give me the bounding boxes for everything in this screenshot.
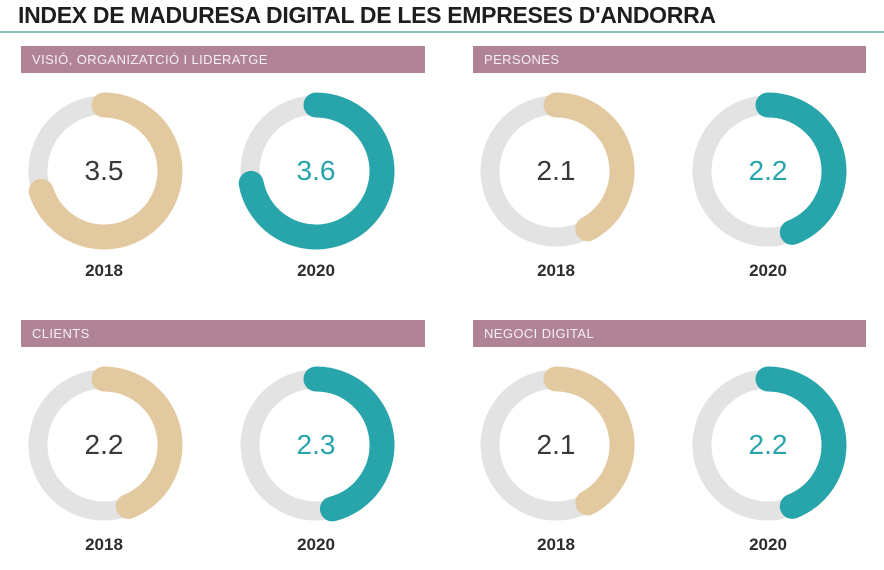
donut-svg <box>480 366 635 521</box>
donut-value-label: 2.2 <box>748 429 788 460</box>
donut-figure-2018: 3.5 2018 <box>21 88 187 281</box>
section-header-label: NEGOCI DIGITAL <box>484 326 595 341</box>
year-label: 2018 <box>85 535 123 554</box>
donut-svg <box>480 92 635 247</box>
donut-value-arc <box>303 366 395 522</box>
donut-chart-2020: 2.2 <box>685 362 851 528</box>
donut-row: 2.1 2018 2.2 2020 <box>473 362 866 555</box>
section-negoci-digital: NEGOCI DIGITAL 2.1 2018 2.2 2020 <box>473 320 866 555</box>
donut-figure-2020: 2.2 2020 <box>685 362 851 555</box>
donut-chart-2018: 2.1 <box>473 362 639 528</box>
donut-svg <box>28 366 183 521</box>
section-persones: PERSONES 2.1 2018 2.2 2020 <box>473 46 866 281</box>
section-header: NEGOCI DIGITAL <box>473 320 866 347</box>
donut-figure-2020: 2.2 2020 <box>685 88 851 281</box>
section-header: VISIÓ, ORGANIZATCIÓ I LIDERATGE <box>21 46 425 73</box>
donut-figure-2020: 2.3 2020 <box>233 362 399 555</box>
donut-value-arc <box>543 366 635 516</box>
year-label: 2018 <box>537 261 575 280</box>
donut-chart-2018: 3.5 <box>21 88 187 254</box>
page-title: INDEX DE MADURESA DIGITAL DE LES EMPRESE… <box>18 2 716 28</box>
section-header: PERSONES <box>473 46 866 73</box>
donut-value-arc <box>238 92 395 250</box>
year-label: 2020 <box>749 261 787 280</box>
section-visio-organizatcio-i-lideratge: VISIÓ, ORGANIZATCIÓ I LIDERATGE 3.5 2018 3.… <box>21 46 425 281</box>
donut-figure-2020: 3.6 2020 <box>233 88 399 281</box>
donut-value-arc <box>91 366 183 519</box>
donut-value-label: 2.2 <box>748 155 788 186</box>
section-header-label: CLIENTS <box>32 326 90 341</box>
year-label: 2018 <box>537 535 575 554</box>
section-header-label: PERSONES <box>484 52 560 67</box>
year-label: 2020 <box>749 535 787 554</box>
donut-svg <box>240 366 395 522</box>
donut-chart-2020: 2.3 <box>233 362 399 528</box>
donut-value-label: 2.2 <box>84 429 124 460</box>
year-label: 2020 <box>297 535 335 554</box>
donut-value-arc <box>755 366 847 519</box>
donut-value-arc <box>543 92 635 242</box>
donut-row: 3.5 2018 3.6 2020 <box>21 88 425 281</box>
year-label: 2018 <box>85 261 123 280</box>
title-divider <box>0 31 884 33</box>
donut-value-label: 3.6 <box>296 155 336 186</box>
donut-figure-2018: 2.1 2018 <box>473 362 639 555</box>
donut-value-arc <box>28 92 183 250</box>
sections-grid: VISIÓ, ORGANIZATCIÓ I LIDERATGE 3.5 2018 3.… <box>18 46 866 555</box>
section-header-label: VISIÓ, ORGANIZATCIÓ I LIDERATGE <box>32 52 268 67</box>
donut-chart-2020: 2.2 <box>685 88 851 254</box>
donut-svg <box>28 92 183 250</box>
year-label: 2020 <box>297 261 335 280</box>
section-clients: CLIENTS 2.2 2018 2.3 2020 <box>21 320 425 555</box>
donut-chart-2018: 2.2 <box>21 362 187 528</box>
section-header: CLIENTS <box>21 320 425 347</box>
donut-row: 2.1 2018 2.2 2020 <box>473 88 866 281</box>
donut-value-label: 2.1 <box>536 155 576 186</box>
donut-svg <box>238 92 395 250</box>
donut-svg <box>692 92 847 247</box>
donut-row: 2.2 2018 2.3 2020 <box>21 362 425 555</box>
donut-value-label: 2.1 <box>536 429 576 460</box>
donut-figure-2018: 2.2 2018 <box>21 362 187 555</box>
donut-svg <box>692 366 847 521</box>
donut-value-label: 3.5 <box>84 155 124 186</box>
donut-figure-2018: 2.1 2018 <box>473 88 639 281</box>
donut-value-arc <box>755 92 847 245</box>
donut-value-label: 2.3 <box>296 429 336 460</box>
donut-chart-2020: 3.6 <box>233 88 399 254</box>
donut-chart-2018: 2.1 <box>473 88 639 254</box>
